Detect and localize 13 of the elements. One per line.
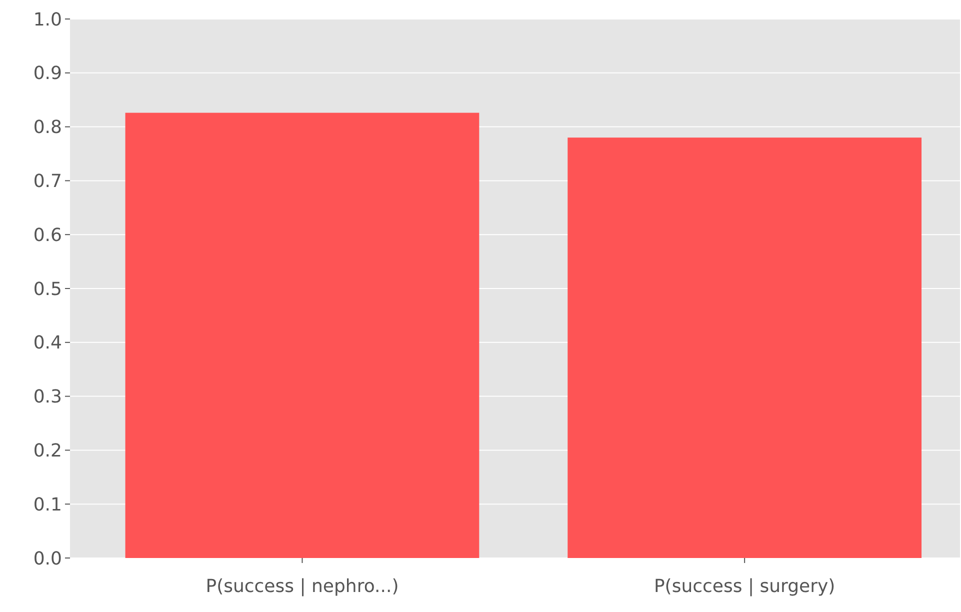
y-tick-label: 0.0 (33, 548, 62, 570)
x-tick-label: P(success | surgery) (654, 576, 836, 597)
y-tick-label: 0.2 (33, 440, 62, 462)
y-tick-label: 0.1 (33, 494, 62, 516)
y-tick-label: 0.7 (33, 171, 62, 192)
y-tick-label: 0.6 (33, 224, 62, 246)
y-tick-label: 1.0 (33, 9, 62, 30)
y-tick-label: 0.5 (33, 278, 62, 300)
y-tick-label: 0.8 (33, 117, 62, 138)
y-tick-label: 0.4 (33, 332, 62, 354)
x-tick-label: P(success | nephro...) (206, 576, 399, 597)
y-tick-label: 0.9 (33, 63, 62, 84)
y-tick-label: 0.3 (33, 386, 62, 408)
